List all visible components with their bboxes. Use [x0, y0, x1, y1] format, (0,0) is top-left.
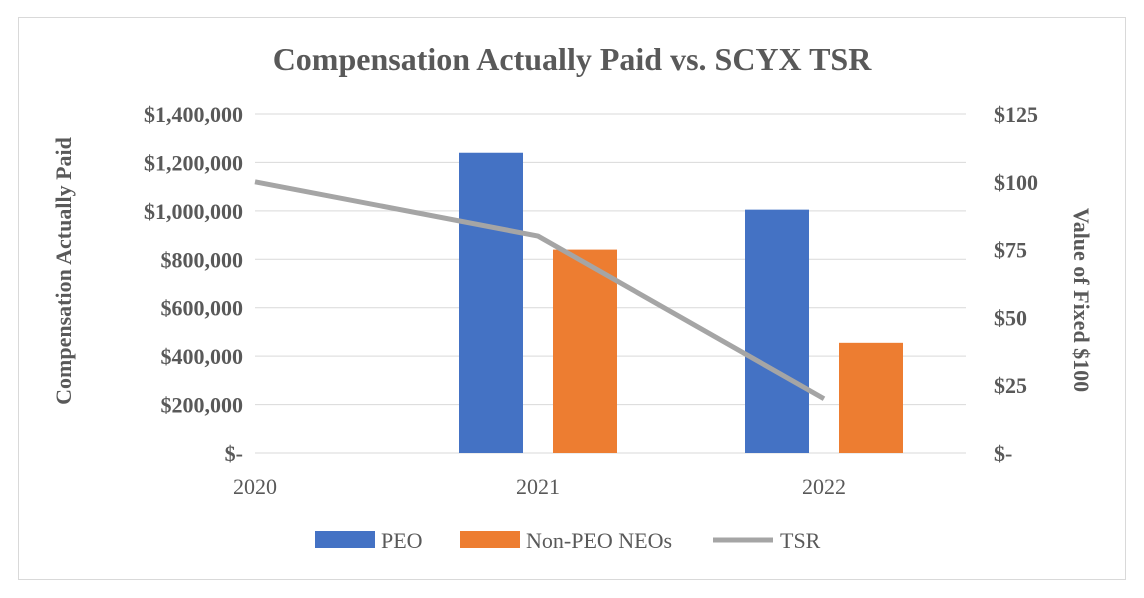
right-tick-label: $125	[994, 102, 1038, 127]
chart-title: Compensation Actually Paid vs. SCYX TSR	[273, 41, 873, 77]
bars	[459, 152, 903, 453]
x-tick-label: 2020	[233, 474, 277, 499]
legend: PEO Non-PEO NEOs TSR	[315, 528, 821, 553]
left-tick-label: $600,000	[161, 296, 244, 321]
left-tick-label: $400,000	[161, 344, 244, 369]
legend-swatch-peo	[315, 531, 375, 548]
legend-label-non-peo-neos: Non-PEO NEOs	[526, 528, 672, 553]
left-tick-label: $1,400,000	[144, 102, 243, 127]
right-tick-label: $-	[994, 441, 1012, 466]
legend-label-tsr: TSR	[780, 528, 821, 553]
tsr-line-layer	[254, 179, 826, 401]
right-axis-label: Value of Fixed $100	[1069, 208, 1094, 392]
left-tick-label: $1,200,000	[144, 150, 243, 175]
left-tick-label: $1,000,000	[144, 199, 243, 224]
right-tick-label: $50	[994, 305, 1027, 330]
left-axis-ticks: $- $200,000 $400,000 $600,000 $800,000 $1,000…	[144, 102, 243, 466]
bar-peo-2022	[745, 209, 809, 453]
right-tick-label: $100	[994, 170, 1038, 195]
left-tick-label: $200,000	[161, 393, 244, 418]
right-tick-label: $75	[994, 238, 1027, 263]
left-tick-label: $800,000	[161, 247, 244, 272]
bar-non-peo-neos-2021	[553, 249, 617, 453]
chart-frame: Compensation Actually Paid vs. SCYX TSR …	[18, 17, 1126, 580]
right-axis-ticks: $- $25 $50 $75 $100 $125	[994, 102, 1038, 466]
chart: Compensation Actually Paid vs. SCYX TSR …	[51, 41, 1094, 553]
right-tick-label: $25	[994, 373, 1027, 398]
left-axis-label: Compensation Actually Paid	[51, 137, 76, 405]
left-tick-label: $-	[225, 441, 243, 466]
bar-non-peo-neos-2022	[839, 342, 903, 453]
x-tick-label: 2022	[802, 474, 846, 499]
x-axis-ticks: 2020 2021 2022	[233, 474, 846, 499]
legend-swatch-non-peo-neos	[460, 531, 520, 548]
legend-label-peo: PEO	[381, 528, 423, 553]
bar-peo-2021	[459, 152, 523, 453]
tsr-line	[254, 179, 826, 401]
x-tick-label: 2021	[516, 474, 560, 499]
